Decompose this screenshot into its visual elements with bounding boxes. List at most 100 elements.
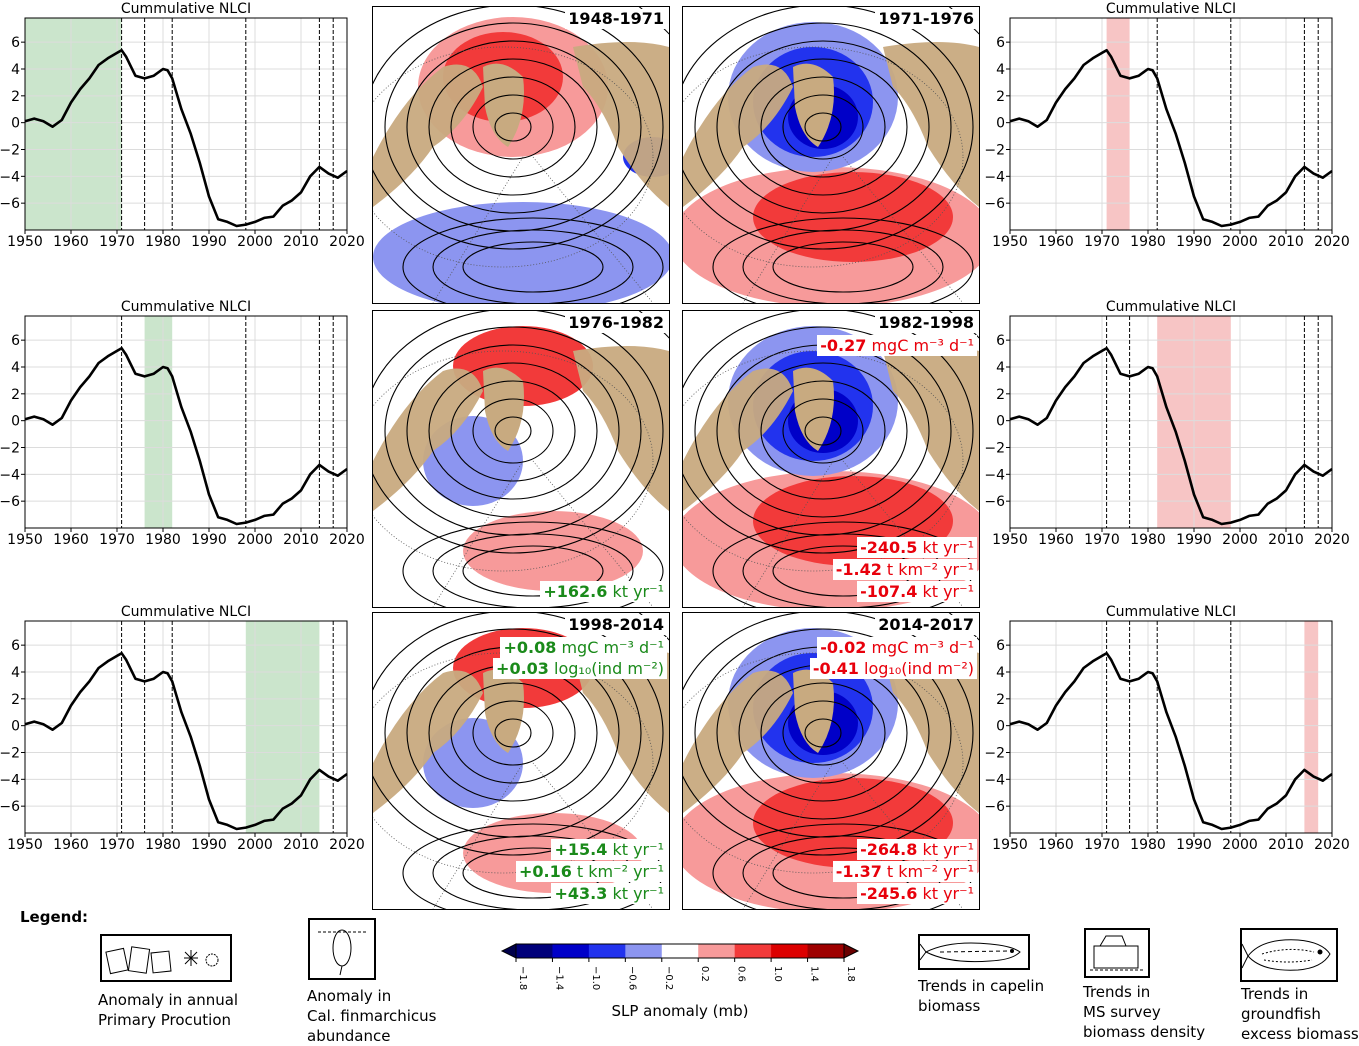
- y-tick-label: −2: [984, 142, 1005, 158]
- slp-contour: [432, 533, 634, 607]
- colorbar-tick-label: 0.6: [736, 966, 747, 982]
- map-annotation-bottom: -264.8 kt yr⁻¹: [857, 839, 977, 860]
- colorbar-segment: [588, 944, 626, 958]
- colorbar-tick-label: −0.6: [626, 966, 637, 990]
- nlci-series-line: [1009, 651, 1333, 831]
- slp-contour: [782, 700, 864, 766]
- x-tick-label: 1980: [1130, 532, 1166, 548]
- colorbar-tick-label: 1.4: [809, 966, 820, 982]
- x-tick-label: 1990: [191, 234, 227, 250]
- slp-map-1948-1971: 1948-1971: [372, 6, 670, 304]
- nlci-series-line: [24, 651, 348, 831]
- slp-contour: [494, 416, 532, 446]
- colorbar-label: SLP anomaly (mb): [611, 1002, 748, 1020]
- slp-contour: [494, 112, 532, 142]
- x-tick-label: 1980: [145, 234, 181, 250]
- y-tick-label: −6: [984, 494, 1005, 510]
- slp-contour: [782, 94, 864, 160]
- nlci-series-line: [1009, 346, 1333, 526]
- map-canvas: [683, 613, 979, 909]
- x-tick-label: 1990: [1176, 532, 1212, 548]
- slp-contour: [373, 311, 664, 554]
- map-annotation-bottom: +15.4 kt yr⁻¹: [551, 839, 667, 860]
- chart-title: Cummulative NLCI: [1106, 604, 1236, 620]
- map-canvas: [683, 7, 979, 303]
- x-tick-label: 1960: [53, 532, 89, 548]
- slp-colorbar: −1.8 −1.4 −1.0 −0.6 −0.2 0.2 0.6 1.0 1.4 1.8 SLP a…: [500, 943, 860, 1020]
- north-america-land: [373, 64, 483, 207]
- colorbar-segment: [661, 944, 699, 958]
- slp-map-1971-1976: 1971-1976: [682, 6, 980, 304]
- y-tick-label: 2: [11, 692, 20, 708]
- eurasia-land: [883, 42, 979, 207]
- eurasia-land: [573, 346, 669, 511]
- x-tick-label: 1980: [1130, 234, 1166, 250]
- slp-contour: [494, 718, 532, 748]
- slp-contour: [450, 76, 576, 178]
- y-tick-label: −6: [984, 799, 1005, 815]
- nlci-chart-4: 1950 1960 1970 1980 1990 2000 2010 2020 6 4 2 0 −2 −4…: [984, 299, 1349, 548]
- slp-contour: [462, 545, 604, 597]
- slp-contour: [772, 241, 914, 293]
- north-america-land: [373, 368, 483, 511]
- eurasia-land: [573, 648, 669, 813]
- x-tick-label: 1990: [191, 532, 227, 548]
- map-annotation-top: +0.03 log₁₀(ind m⁻²): [493, 658, 667, 679]
- slp-contour: [428, 58, 598, 196]
- y-tick-label: 4: [11, 360, 20, 376]
- slp-map-1982-1998: 1982-1998 -0.27 mgC m⁻³ d⁻¹ -240.5 kt yr⁻¹…: [682, 310, 980, 608]
- groundfish-icon: [1240, 928, 1338, 982]
- y-tick-label: −6: [0, 196, 20, 212]
- latitude-line: [373, 350, 654, 572]
- map-annotation-bottom: -240.5 kt yr⁻¹: [857, 537, 977, 558]
- nlci-chart-3: 1950 1960 1970 1980 1990 2000 2010 2020 6 4 2 0 −2 −4…: [0, 299, 365, 548]
- slp-contour: [462, 241, 604, 293]
- highlight-span: [1304, 621, 1319, 833]
- colorbar-tick-label: −1.8: [517, 966, 528, 990]
- latitude-line: [373, 46, 654, 268]
- chart-title: Cummulative NLCI: [1106, 1, 1236, 17]
- x-tick-label: 1990: [1176, 234, 1212, 250]
- x-tick-label: 2000: [1222, 234, 1258, 250]
- chart-title: Cummulative NLCI: [121, 299, 251, 315]
- x-tick-label: 1980: [145, 837, 181, 853]
- map-annotation-bottom: -245.6 kt yr⁻¹: [857, 883, 977, 904]
- y-tick-label: −4: [984, 467, 1005, 483]
- north-america-land: [683, 670, 793, 813]
- colorbar-tick-label: 1.8: [845, 966, 856, 982]
- y-tick-label: 2: [11, 89, 20, 105]
- y-tick-label: −2: [0, 142, 20, 158]
- eurasia-land: [573, 42, 669, 207]
- x-tick-label: 1950: [992, 532, 1028, 548]
- north-america-land: [683, 64, 793, 207]
- colorbar-segment: [625, 944, 663, 958]
- y-tick-label: −2: [0, 440, 20, 456]
- colorbar-tick-label: −1.4: [553, 966, 564, 990]
- slp-contour: [450, 380, 576, 482]
- greenland-land: [793, 669, 834, 753]
- latitude-line: [683, 350, 964, 572]
- y-tick-label: 6: [11, 35, 20, 51]
- plot-frame: [1009, 315, 1333, 529]
- slp-contour: [804, 718, 842, 748]
- map-canvas: [373, 311, 669, 607]
- y-tick-label: 0: [996, 116, 1005, 132]
- y-tick-label: −6: [984, 196, 1005, 212]
- chart-title: Cummulative NLCI: [121, 604, 251, 620]
- map-annotation-top: -0.27 mgC m⁻³ d⁻¹: [817, 335, 977, 356]
- survey-vessel-icon: [1084, 928, 1150, 978]
- slp-contour: [683, 613, 974, 856]
- y-tick-label: 0: [11, 414, 20, 430]
- y-tick-label: 0: [996, 719, 1005, 735]
- plot-frame: [1009, 620, 1333, 834]
- y-tick-label: −4: [0, 772, 20, 788]
- eurasia-land: [883, 648, 979, 813]
- x-tick-label: 2000: [237, 532, 273, 548]
- colorbar-segment: [734, 944, 772, 958]
- chart-title: Cummulative NLCI: [121, 1, 251, 17]
- plot-frame: [24, 17, 348, 231]
- greenland-land: [793, 63, 834, 147]
- y-tick-label: 2: [996, 387, 1005, 403]
- map-annotation-bottom: -1.37 t km⁻² yr⁻¹: [832, 861, 977, 882]
- greenland-land: [483, 669, 524, 753]
